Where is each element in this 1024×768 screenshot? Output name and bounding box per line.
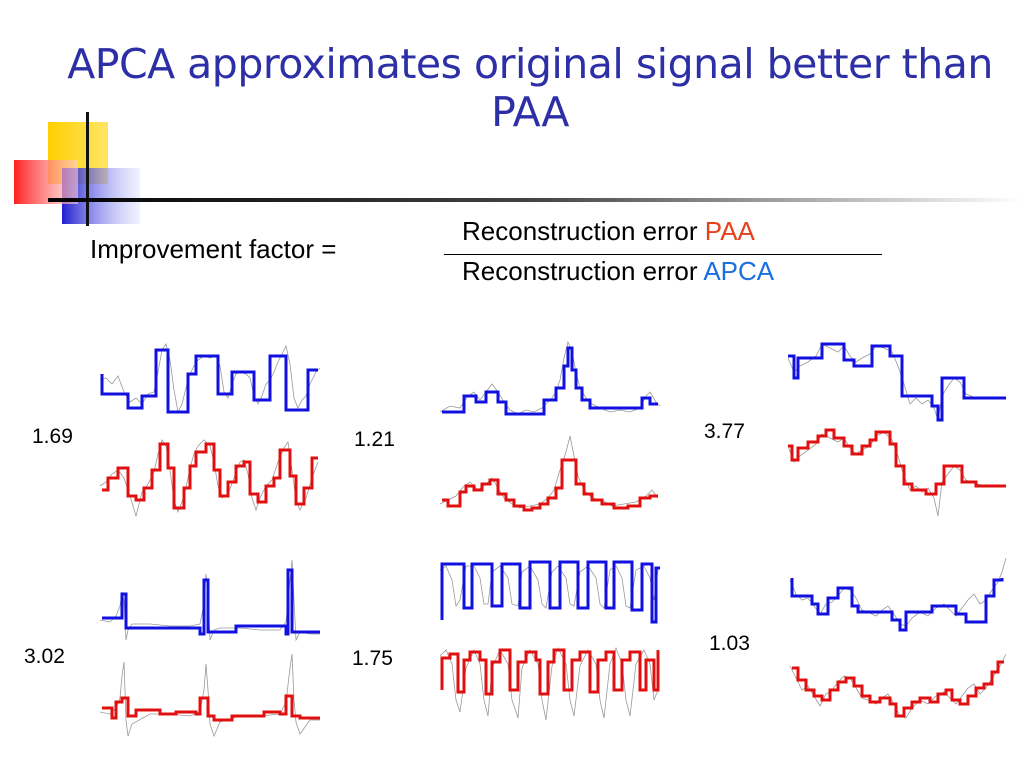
apca-approximation — [790, 578, 1004, 632]
original-signal — [439, 340, 661, 415]
improvement-factor: 1.21 — [354, 428, 395, 451]
improvement-factor: 1.69 — [32, 425, 73, 448]
improvement-factor: 1.03 — [709, 632, 750, 655]
red-square — [14, 160, 78, 204]
improvement-factor: 3.02 — [24, 645, 65, 668]
original-signal — [99, 653, 320, 738]
page-title: APCA approximates original signal better… — [67, 40, 993, 136]
formula-denominator: Reconstruction error APCA — [462, 256, 774, 287]
panel-2 — [439, 340, 661, 512]
original-signal — [789, 557, 1007, 627]
apca-approximation — [788, 342, 1006, 422]
original-signal — [789, 653, 1007, 719]
paa-approximation — [102, 442, 318, 510]
apca-approximation — [440, 560, 660, 624]
formula-numerator: Reconstruction error PAA — [462, 216, 755, 247]
denominator-prefix: Reconstruction error — [462, 256, 698, 286]
panel-1 — [99, 343, 321, 518]
apca-approximation — [102, 568, 320, 636]
apca-approximation — [100, 348, 318, 414]
paa-approximation — [792, 660, 1004, 718]
vertical-rule — [86, 112, 89, 226]
formula-label: Improvement factor = — [90, 234, 337, 264]
apca-approximation — [442, 346, 658, 416]
numerator-method: PAA — [704, 216, 755, 246]
paa-approximation — [102, 694, 320, 722]
panel-3 — [787, 342, 1006, 517]
panel-6 — [789, 557, 1007, 719]
paa-approximation — [788, 428, 1006, 496]
horizontal-rule — [48, 198, 1024, 202]
fraction-bar — [444, 254, 882, 255]
panel-4 — [99, 559, 320, 738]
paa-approximation — [442, 458, 658, 512]
improvement-factor: 1.75 — [352, 647, 393, 670]
original-signal — [99, 343, 321, 414]
numerator-prefix: Reconstruction error — [462, 216, 698, 246]
improvement-factor: 3.77 — [704, 420, 745, 443]
denominator-method: APCA — [703, 256, 775, 286]
panel-5 — [439, 560, 660, 721]
paa-approximation — [440, 648, 660, 696]
